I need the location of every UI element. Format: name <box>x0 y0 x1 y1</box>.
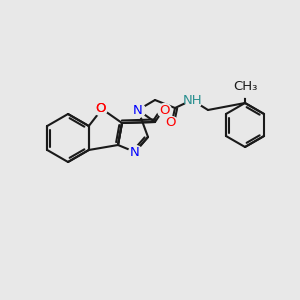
Text: CH₃: CH₃ <box>233 80 257 94</box>
Text: NH: NH <box>183 94 203 106</box>
Text: N: N <box>133 103 143 116</box>
Text: O: O <box>95 101 105 115</box>
Text: O: O <box>159 103 169 116</box>
Text: O: O <box>166 116 176 130</box>
Text: O: O <box>95 101 105 115</box>
Text: N: N <box>130 146 140 158</box>
